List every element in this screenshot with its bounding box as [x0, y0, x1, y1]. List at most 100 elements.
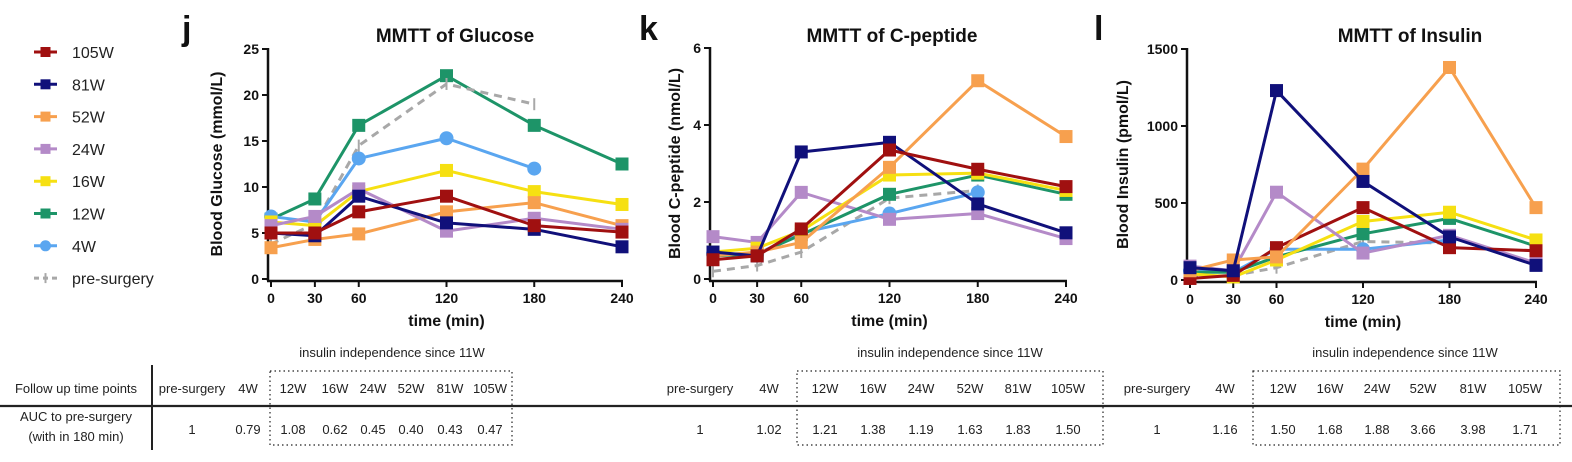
legend-label: 52W [72, 110, 106, 127]
marker-square [750, 249, 764, 263]
group-label: insulin independence since 11W [857, 345, 1043, 360]
legend-label: 12W [72, 207, 106, 224]
column-header: 105W [473, 381, 508, 396]
column-header: 81W [1005, 381, 1032, 396]
x-tick-label: 30 [1225, 291, 1241, 307]
marker-square [794, 145, 808, 159]
marker-square [706, 253, 720, 267]
column-header: 12W [280, 381, 307, 396]
auc-value: 1.63 [957, 422, 982, 437]
x-tick-label: 60 [1269, 291, 1285, 307]
column-header: 81W [437, 381, 464, 396]
auc-value: 1.21 [812, 422, 837, 437]
marker-square [971, 74, 985, 88]
auc-value: 1.71 [1512, 422, 1537, 437]
marker-square [615, 157, 629, 171]
series-line [1189, 89, 1537, 273]
marker-square [527, 219, 541, 233]
auc-value: 0.62 [322, 422, 347, 437]
marker-square [1226, 264, 1240, 278]
x-tick-label: 180 [523, 290, 547, 306]
legend-label: 105W [72, 45, 115, 62]
y-tick-label: 4 [693, 117, 701, 133]
x-tick-label: 120 [878, 290, 902, 306]
auc-value: 0.45 [360, 422, 385, 437]
y-tick-label: 0 [251, 271, 259, 287]
column-header: 4W [759, 381, 779, 396]
auc-value: 0.40 [398, 422, 423, 437]
chart-panel-j: j MMTT of Glucose 0 5 10 15 20 25 0 30 60 120 180 240… [181, 10, 634, 330]
marker-square [1270, 185, 1283, 199]
series-line [270, 194, 623, 249]
column-header: 16W [1317, 381, 1344, 396]
marker-square [352, 227, 366, 241]
y-tick-label: 2 [693, 194, 701, 210]
marker-square [1356, 246, 1370, 260]
x-tick-label: 60 [351, 290, 367, 306]
marker-square [440, 189, 453, 203]
marker-square [440, 69, 453, 83]
column-header: 12W [1270, 381, 1297, 396]
marker-square [1183, 261, 1197, 275]
marker-square [1529, 233, 1543, 247]
marker-square [1529, 258, 1543, 272]
y-tick-label: 0 [693, 271, 701, 287]
x-axis-label: time (min) [1325, 314, 1401, 331]
x-tick-label: 240 [610, 290, 634, 306]
series-pre-surgery [712, 184, 979, 278]
marker-square [1356, 227, 1370, 241]
row-label: AUC to pre-surgery [20, 409, 132, 424]
legend-item: 52W [34, 110, 106, 127]
column-header: 24W [360, 381, 387, 396]
y-tick-label: 25 [243, 41, 259, 57]
marker-square [1356, 162, 1370, 176]
x-tick-label: 120 [435, 290, 459, 306]
marker-square [883, 143, 896, 157]
marker-square [1270, 250, 1283, 264]
panel-label: k [639, 10, 658, 48]
column-header: pre-surgery [667, 381, 734, 396]
marker-square [40, 143, 51, 154]
marker-square [1443, 230, 1456, 244]
marker-square [308, 209, 322, 223]
series-line [270, 74, 623, 221]
series-line [1189, 65, 1538, 273]
column-header: 105W [1051, 381, 1086, 396]
marker-square [883, 160, 896, 174]
column-header: 16W [860, 381, 887, 396]
legend-item: 81W [34, 77, 106, 94]
marker-square [971, 197, 985, 211]
x-axis-label: time (min) [851, 313, 927, 330]
auc-value: 1.68 [1317, 422, 1342, 437]
marker-square [352, 189, 366, 203]
column-header: 52W [957, 381, 984, 396]
auc-table: insulin independence since 11W Follow up … [0, 345, 650, 450]
marker-square [794, 185, 808, 199]
auc-value: 1.88 [1364, 422, 1389, 437]
marker-circle [351, 151, 366, 166]
marker-square [883, 187, 896, 201]
legend-item: 12W [34, 207, 106, 224]
row-label: (with in 180 min) [28, 429, 123, 444]
marker-square [971, 162, 985, 176]
marker-square [1270, 84, 1283, 98]
auc-value: 1.50 [1055, 422, 1080, 437]
chart-title: MMTT of C-peptide [807, 26, 978, 47]
y-tick-label: 6 [693, 40, 701, 56]
marker-square [615, 225, 629, 239]
auc-value: 0.47 [477, 422, 502, 437]
column-header: pre-surgery [159, 381, 226, 396]
marker-square [1443, 205, 1456, 219]
y-tick-label: 15 [243, 133, 259, 149]
y-tick-label: 1500 [1147, 41, 1178, 57]
marker-square [527, 185, 541, 199]
y-tick-label: 0 [1170, 272, 1178, 288]
insulin-independence-box [796, 370, 1104, 446]
legend-label: 81W [72, 77, 106, 94]
marker-square [440, 163, 453, 177]
legend-item: pre-surgery [34, 271, 154, 288]
x-tick-label: 0 [709, 290, 717, 306]
marker-circle [527, 161, 542, 176]
y-tick-label: 500 [1155, 195, 1179, 211]
